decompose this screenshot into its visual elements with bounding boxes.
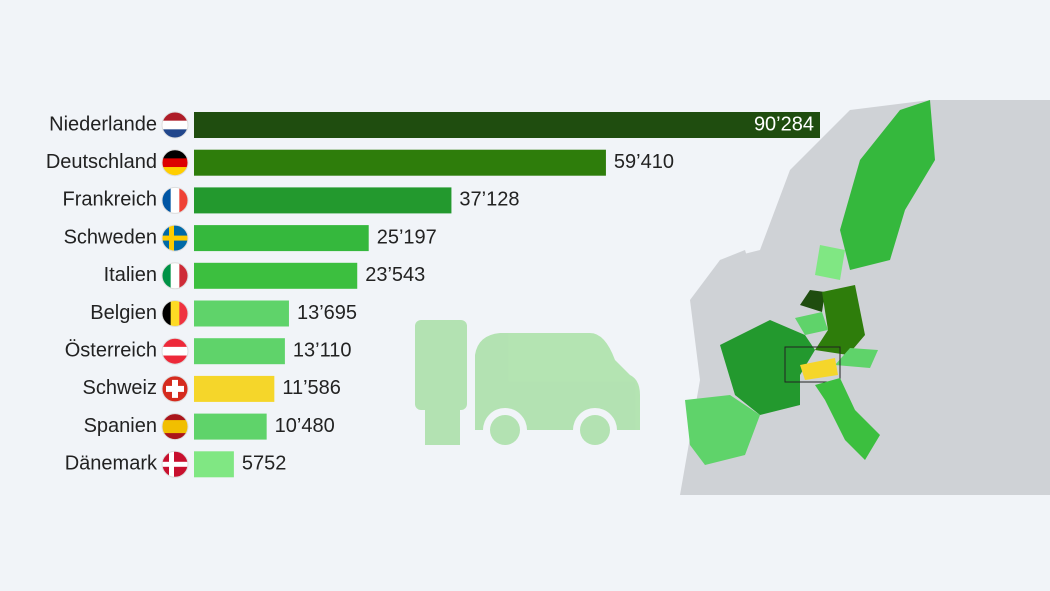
flag [162,300,188,327]
flag-border [161,262,189,290]
flag [162,413,188,440]
bar [194,300,289,327]
charger [415,320,467,410]
value-label: 90’284 [754,113,814,135]
flag-stripe [162,346,188,357]
map-netherlands [800,290,825,312]
bar [194,375,275,402]
flag [162,375,188,402]
category-label: Österreich [65,339,157,361]
flag-border [161,375,189,403]
flag-border [161,111,189,139]
flag-stripe [170,300,180,327]
flag-stripe [162,167,188,176]
flag-stripe [162,420,188,434]
flag [162,149,188,176]
charger-base [425,405,460,445]
map-denmark [815,245,845,280]
value-label: 59’410 [614,151,674,173]
map [680,100,1050,495]
map-sweden [840,100,935,270]
flag-stripe [179,262,188,289]
flag-border [161,337,189,365]
map-belgium [795,312,828,335]
value-label: 11’586 [282,377,341,399]
value-label: 5752 [242,453,287,475]
bar [194,451,234,478]
flag-border [161,450,189,478]
bar [194,225,369,252]
bar [194,112,820,138]
flag-stripe [162,461,188,467]
value-label: 10’480 [275,415,335,437]
value-label: 37’128 [459,189,519,211]
flag-border [161,300,189,327]
value-label: 13’695 [297,302,357,324]
category-label: Niederlande [49,113,157,135]
flag-stripe [179,187,188,214]
value-label: 23’543 [365,264,425,286]
bar [194,413,267,440]
flag [162,262,188,289]
value-label: 13’110 [293,339,352,361]
flag [162,112,188,138]
flag-stripe [162,129,188,138]
map-spain [685,395,760,465]
flag-stripe [162,355,188,365]
map-france [720,320,815,415]
map-italy [815,378,880,460]
category-label: Italien [104,264,157,286]
flag-stripe [162,262,172,289]
flag-stripe [162,235,188,241]
category-label: Spanien [84,415,157,437]
value-label: 25’197 [377,226,437,248]
flag [162,451,188,478]
flag-border [161,224,189,252]
bar [194,187,452,214]
category-label: Schweden [64,226,157,248]
flag-stripe [170,187,180,214]
map-germany [815,285,865,355]
car-body [475,333,640,430]
flag-stripe [162,338,188,348]
bar [194,262,358,289]
flag-border [161,413,189,441]
flag-border [161,186,189,214]
flag-stripe [162,300,172,327]
flag-stripe [162,158,188,168]
flag-stripe [162,149,188,159]
map-highlight [784,346,841,383]
flag-stripe [179,300,188,327]
map-austria [835,348,878,368]
car-icon [415,320,640,452]
flag-stripe [162,120,188,130]
flag [162,338,188,365]
flag-border [161,149,189,177]
flag-stripe [170,262,180,289]
wheel [580,415,610,445]
flag-stripe [162,112,188,122]
bar [194,338,285,365]
flag-stripe [162,187,172,214]
flag [162,187,188,214]
flag [162,225,188,252]
category-label: Belgien [90,302,157,324]
category-label: Deutschland [46,151,157,173]
flag-stripe [166,385,184,392]
wheel [490,415,520,445]
category-label: Schweiz [83,377,157,399]
map-switzerland [800,358,838,380]
bar [194,149,606,176]
category-label: Dänemark [65,453,158,475]
category-label: Frankreich [63,189,157,211]
map-uk [700,250,760,335]
